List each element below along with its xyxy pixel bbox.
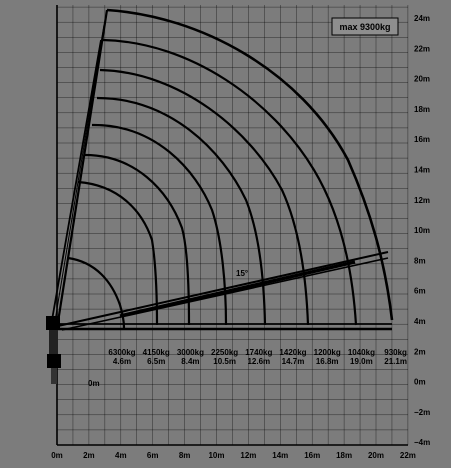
x-tick-label: 12m bbox=[240, 451, 256, 460]
load-curve-7 bbox=[67, 256, 126, 329]
load-reach-label: 19.0m bbox=[350, 357, 373, 366]
y-tick-label: 6m bbox=[414, 287, 426, 296]
load-curve-4 bbox=[91, 123, 228, 326]
y-tick-label: −4m bbox=[414, 438, 430, 447]
load-curve-5 bbox=[84, 153, 191, 326]
y-tick-label: 12m bbox=[414, 196, 430, 205]
y-tick-label: 22m bbox=[414, 44, 430, 53]
load-reach-label: 21.1m bbox=[384, 357, 407, 366]
boom-15-degrees bbox=[57, 251, 389, 331]
y-tick-label: 2m bbox=[414, 347, 426, 356]
x-tick-label: 16m bbox=[304, 451, 320, 460]
load-kg-label: 2250kg bbox=[211, 348, 238, 357]
x-tick-label: 22m bbox=[400, 451, 416, 460]
load-reach-label: 12.6m bbox=[247, 357, 270, 366]
load-reach-label: 8.4m bbox=[181, 357, 199, 366]
angle-label: 15° bbox=[236, 269, 248, 278]
zero-height-label: 0m bbox=[88, 379, 100, 388]
y-tick-label: 8m bbox=[414, 256, 426, 265]
load-reach-label: 16.8m bbox=[316, 357, 339, 366]
load-reach-label: 14.7m bbox=[282, 357, 305, 366]
x-tick-label: 2m bbox=[83, 451, 95, 460]
outer-envelope-curve bbox=[106, 8, 394, 321]
y-tick-label: 18m bbox=[414, 105, 430, 114]
y-tick-label: 20m bbox=[414, 75, 430, 84]
x-tick-label: 4m bbox=[115, 451, 127, 460]
y-tick-label: 0m bbox=[414, 378, 426, 387]
load-reach-label: 10.5m bbox=[213, 357, 236, 366]
load-kg-label: 1200kg bbox=[314, 348, 341, 357]
max-load-badge-box bbox=[331, 17, 399, 36]
x-tick-label: 0m bbox=[51, 451, 63, 460]
load-kg-label: 1420kg bbox=[279, 348, 306, 357]
y-tick-label: 24m bbox=[414, 14, 430, 23]
y-tick-label: −2m bbox=[414, 408, 430, 417]
load-kg-label: 3000kg bbox=[177, 348, 204, 357]
y-tick-label: 16m bbox=[414, 135, 430, 144]
x-tick-label: 8m bbox=[179, 451, 191, 460]
load-curve-3 bbox=[96, 96, 267, 326]
load-kg-label: 1040kg bbox=[348, 348, 375, 357]
load-curve-2 bbox=[99, 68, 310, 326]
load-curves bbox=[67, 38, 358, 329]
load-curve-6 bbox=[77, 180, 159, 326]
x-tick-label: 10m bbox=[208, 451, 224, 460]
y-tick-label: 10m bbox=[414, 226, 430, 235]
x-tick-label: 6m bbox=[147, 451, 159, 460]
x-tick-label: 14m bbox=[272, 451, 288, 460]
load-kg-label: 6300kg bbox=[108, 348, 135, 357]
max-load-badge: max 9300kg bbox=[339, 22, 390, 32]
x-tick-label: 20m bbox=[368, 451, 384, 460]
y-axis-labels: 24m 22m 20m 18m 16m 14m 12m 10m 8m 6m 4m 2m 0m −2m −4m bbox=[414, 14, 430, 447]
load-kg-label: 1740kg bbox=[245, 348, 272, 357]
load-reach-label: 6.5m bbox=[147, 357, 165, 366]
y-tick-label: 14m bbox=[414, 166, 430, 175]
x-axis-labels: 0m 2m 4m 6m 8m 10m 12m 14m 16m 18m 20m 22m bbox=[51, 451, 416, 460]
crane-base-icon bbox=[46, 316, 61, 384]
load-kg-label: 930kg bbox=[384, 348, 407, 357]
grid bbox=[56, 5, 409, 446]
main-boom bbox=[51, 9, 109, 323]
x-tick-label: 18m bbox=[336, 451, 352, 460]
boom-horizontal bbox=[55, 323, 392, 331]
load-kg-label: 4150kg bbox=[143, 348, 170, 357]
load-reach-label: 4.6m bbox=[113, 357, 131, 366]
y-tick-label: 4m bbox=[414, 317, 426, 326]
